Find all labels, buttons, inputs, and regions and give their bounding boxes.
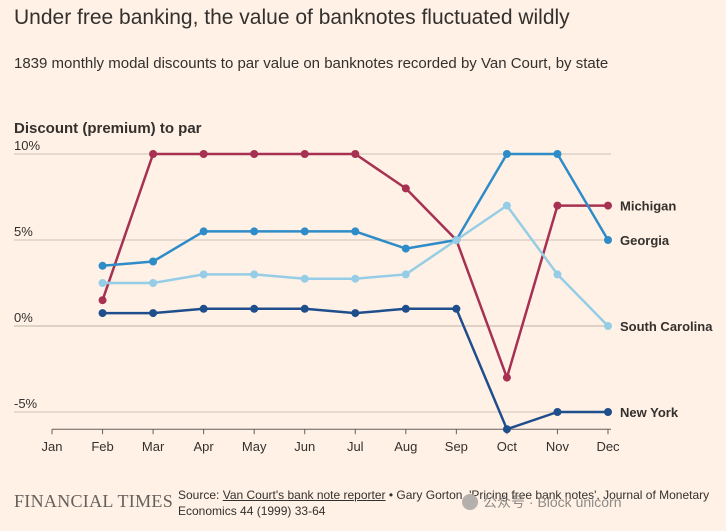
series-line bbox=[102, 307, 608, 431]
data-point bbox=[300, 274, 309, 283]
data-point bbox=[604, 322, 612, 330]
data-point bbox=[351, 309, 360, 318]
data-point bbox=[199, 304, 208, 313]
x-tick-label: Jan bbox=[42, 439, 63, 454]
data-point bbox=[553, 408, 562, 416]
y-tick-label: 10% bbox=[14, 138, 40, 153]
series-michigan bbox=[98, 150, 612, 382]
data-point bbox=[149, 309, 158, 318]
data-point bbox=[351, 227, 360, 236]
y-tick-label: 5% bbox=[14, 224, 33, 239]
series-label: Michigan bbox=[620, 199, 676, 214]
x-tick-label: Nov bbox=[546, 439, 570, 454]
data-point bbox=[351, 150, 360, 158]
x-axis: Jan Feb Mar Apr May Jun Jul Aug Sep Oct Nov Dec bbox=[42, 428, 620, 454]
data-point bbox=[401, 184, 410, 193]
data-point bbox=[502, 425, 511, 434]
grid-layer: 10% 5% 0% -5% bbox=[14, 138, 611, 413]
x-tick-label: May bbox=[242, 439, 267, 454]
data-point bbox=[98, 279, 107, 287]
data-point bbox=[149, 257, 158, 266]
data-point bbox=[401, 244, 410, 253]
data-point bbox=[98, 261, 107, 270]
x-tick-label: Jul bbox=[347, 439, 364, 454]
source-link[interactable]: Van Court's bank note reporter bbox=[222, 488, 386, 502]
data-point bbox=[250, 150, 259, 158]
data-point bbox=[401, 304, 410, 313]
series-line bbox=[102, 152, 610, 268]
series-label: South Carolina bbox=[620, 319, 713, 334]
series-label: New York bbox=[620, 405, 679, 420]
x-tick-label: Aug bbox=[394, 439, 417, 454]
y-axis-label: Discount (premium) to par bbox=[14, 120, 202, 137]
series-new-york bbox=[98, 304, 612, 434]
x-tick-label: Oct bbox=[497, 439, 518, 454]
chart-subtitle: 1839 monthly modal discounts to par valu… bbox=[14, 55, 609, 72]
data-point bbox=[502, 150, 511, 158]
x-tick-label: Sep bbox=[445, 439, 468, 454]
y-tick-label: 0% bbox=[14, 310, 33, 325]
series-south-carolina bbox=[98, 201, 612, 330]
data-point bbox=[553, 201, 562, 210]
data-point bbox=[250, 270, 259, 279]
data-point bbox=[300, 150, 309, 158]
source-note: Source: Van Court's bank note reporter •… bbox=[178, 487, 718, 519]
watermark: 公众号 · Block unicorn bbox=[462, 492, 621, 512]
data-point bbox=[300, 304, 309, 313]
data-point bbox=[604, 201, 612, 210]
data-point bbox=[401, 270, 410, 279]
data-point bbox=[199, 270, 208, 279]
data-point bbox=[149, 150, 158, 158]
data-point bbox=[553, 150, 562, 158]
x-tick-label: Feb bbox=[91, 439, 113, 454]
data-point bbox=[502, 201, 511, 210]
data-point bbox=[553, 270, 562, 279]
ft-logo: FINANCIAL TIMES bbox=[14, 491, 174, 511]
data-point bbox=[199, 150, 208, 158]
data-point bbox=[98, 296, 107, 305]
y-tick-label: -5% bbox=[14, 396, 38, 411]
series-line bbox=[101, 152, 608, 379]
data-point bbox=[250, 227, 259, 236]
series-labels: Michigan Georgia South Carolina New York bbox=[620, 199, 713, 420]
series-layer bbox=[98, 150, 612, 434]
data-point bbox=[149, 279, 158, 287]
x-tick-label: Mar bbox=[142, 439, 165, 454]
data-point bbox=[604, 236, 612, 244]
data-point bbox=[98, 309, 107, 318]
data-point bbox=[452, 304, 461, 313]
source-rest: • Gary Gorton, 'Pricing free bank notes'… bbox=[178, 488, 710, 518]
x-tick-label: Jun bbox=[294, 439, 315, 454]
data-point bbox=[452, 236, 461, 244]
wechat-icon bbox=[462, 494, 478, 510]
watermark-text: 公众号 · Block unicorn bbox=[483, 494, 622, 510]
series-georgia bbox=[98, 150, 612, 270]
data-point bbox=[604, 408, 612, 416]
x-tick-label: Dec bbox=[596, 439, 620, 454]
data-point bbox=[502, 373, 511, 382]
data-point bbox=[300, 227, 309, 236]
data-point bbox=[351, 274, 360, 283]
source-prefix: Source: bbox=[178, 488, 223, 502]
x-tick-label: Apr bbox=[194, 439, 215, 454]
chart-title: Under free banking, the value of banknot… bbox=[14, 6, 570, 29]
series-line bbox=[102, 204, 609, 327]
data-point bbox=[250, 304, 259, 313]
data-point bbox=[199, 227, 208, 236]
series-label: Georgia bbox=[620, 233, 670, 248]
